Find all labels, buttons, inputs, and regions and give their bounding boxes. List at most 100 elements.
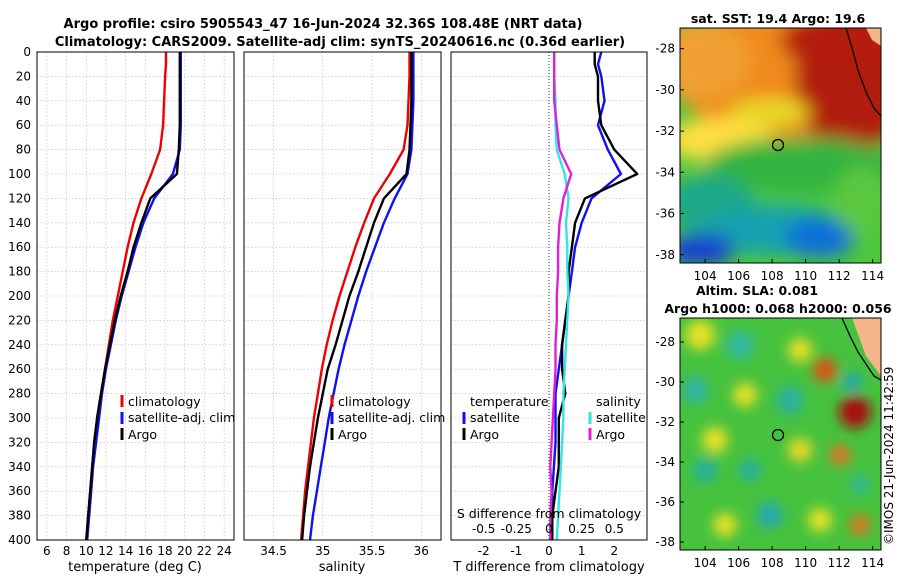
lon-tick-label: 106: [727, 269, 750, 283]
difference-lines: [549, 52, 639, 540]
depth-tick-label: 60: [16, 118, 31, 132]
temperature-lines: [85, 52, 183, 540]
legend-label-climatology: climatology: [128, 394, 201, 409]
depth-tick-label: 200: [8, 289, 31, 303]
salinity-grid: [244, 51, 441, 541]
x-tick-label: 20: [177, 544, 192, 558]
x-tick-label: 14: [118, 544, 133, 558]
sst-field: [680, 28, 881, 263]
t-difference-xlabel: T difference from climatology: [452, 560, 645, 575]
imos-watermark: ©IMOS 21-Jun-2024 11:42:59: [882, 367, 896, 545]
sla-map-title-2: Argo h1000: 0.068 h2000: 0.056: [664, 301, 892, 316]
s-tick-label: 0.5: [605, 522, 624, 536]
legend-label-s-argo: Argo: [596, 427, 625, 442]
salinity-legend: climatology satellite-adj. clim Argo: [330, 394, 445, 442]
depth-tick-label: 220: [8, 313, 31, 327]
lat-tick-label: -36: [655, 495, 675, 509]
x-tick-label: 0: [545, 544, 553, 558]
sst-lon-tick-labels: 104 106 108 110 112 114: [694, 259, 884, 283]
legend-title-salinity: salinity: [596, 394, 641, 409]
depth-tick-labels: 0 20 40 60 80 100 120 140 160 180 200 220 240 260 280 3…: [8, 45, 31, 547]
lat-tick-label: -38: [655, 248, 675, 262]
legend-label-climatology: climatology: [338, 394, 411, 409]
difference-panel: -2 -1 0 1 2 -0.5 -0.25 0 0.25 0.5 S difference f…: [450, 51, 648, 575]
lat-tick-label: -30: [655, 83, 675, 97]
sla-map-frame: [679, 317, 882, 551]
lat-tick-label: -38: [655, 535, 675, 549]
legend-label-t-argo: Argo: [470, 427, 499, 442]
depth-tick-label: 320: [8, 435, 31, 449]
lon-tick-label: 106: [727, 556, 750, 570]
sst-map-panel: sat. SST: 19.4 Argo: 19.6 104 10: [655, 11, 884, 283]
lat-tick-label: -32: [655, 124, 675, 138]
lon-tick-label: 104: [694, 556, 717, 570]
x-tick-label: 6: [43, 544, 51, 558]
difference-legend-salinity: salinity satellite Argo: [588, 394, 646, 442]
depth-tick-label: 180: [8, 265, 31, 279]
sst-lat-tick-labels: -28 -30 -32 -34 -36 -38: [655, 42, 684, 262]
lon-tick-label: 112: [828, 269, 851, 283]
depth-tick-label: 340: [8, 460, 31, 474]
x-tick-label: 34.5: [260, 544, 287, 558]
lat-tick-label: -28: [655, 335, 675, 349]
depth-tick-label: 240: [8, 338, 31, 352]
x-tick-label: -1: [510, 544, 522, 558]
series-line-s-argo: [549, 52, 573, 540]
lon-tick-label: 112: [828, 556, 851, 570]
depth-tick-label: 0: [23, 45, 31, 59]
x-tick-label: 35: [315, 544, 330, 558]
lon-tick-label: 108: [761, 556, 784, 570]
legend-label-s-satellite: satellite: [596, 410, 646, 425]
x-tick-label: 12: [98, 544, 113, 558]
x-tick-label: 36: [414, 544, 429, 558]
sla-coastline: [841, 318, 881, 381]
lon-tick-label: 104: [694, 269, 717, 283]
s-tick-label: 0.25: [568, 522, 595, 536]
sst-argo-marker: [771, 138, 785, 152]
depth-tick-label: 360: [8, 484, 31, 498]
x-tick-label: 22: [197, 544, 212, 558]
s-tick-label: 0: [545, 522, 553, 536]
temperature-legend: climatology satellite-adj. clim Argo: [120, 394, 235, 442]
lat-tick-label: -36: [655, 207, 675, 221]
x-tick-label: 35.5: [359, 544, 386, 558]
x-tick-label: -2: [478, 544, 490, 558]
lat-tick-label: -32: [655, 415, 675, 429]
sla-lon-tick-labels: 104 106 108 110 112 114: [694, 546, 884, 570]
lat-tick-label: -30: [655, 375, 675, 389]
legend-label-argo: Argo: [338, 427, 367, 442]
sst-coastline: [845, 28, 881, 117]
lat-tick-label: -34: [655, 455, 675, 469]
lon-tick-label: 110: [794, 269, 817, 283]
depth-tick-label: 300: [8, 411, 31, 425]
temperature-xlabel: temperature (deg C): [68, 560, 202, 575]
depth-tick-label: 400: [8, 533, 31, 547]
legend-label-t-satellite: satellite: [470, 410, 520, 425]
sst-map-frame: [679, 27, 882, 264]
t-difference-tick-labels: -2 -1 0 1 2: [478, 544, 618, 558]
depth-tick-label: 260: [8, 362, 31, 376]
sla-lat-tick-labels: -28 -30 -32 -34 -36 -38: [655, 335, 684, 549]
x-tick-label: 8: [63, 544, 71, 558]
lon-tick-label: 110: [794, 556, 817, 570]
sla-argo-marker: [771, 428, 785, 442]
sla-field: [682, 320, 871, 537]
legend-title-temperature: temperature: [470, 394, 549, 409]
title-line-1: Argo profile: csiro 5905543_47 16-Jun-20…: [64, 17, 583, 32]
s-difference-xlabel: S difference from climatology: [457, 506, 642, 521]
difference-legend-temperature: temperature satellite Argo: [462, 394, 549, 442]
temperature-panel: 0 20 40 60 80 100 120 140 160 180 200 220 240 260 280 3…: [8, 45, 235, 575]
depth-tick-label: 100: [8, 167, 31, 181]
lon-tick-label: 108: [761, 269, 784, 283]
salinity-panel: 34.5 35 35.5 36 salinity climatology satell…: [243, 51, 445, 575]
depth-tick-label: 20: [16, 69, 31, 83]
salinity-lines: [299, 52, 415, 540]
sla-land: [852, 318, 881, 376]
x-tick-label: 18: [157, 544, 172, 558]
salinity-tick-labels: 34.5 35 35.5 36: [260, 544, 429, 558]
depth-tick-label: 140: [8, 216, 31, 230]
s-tick-label: -0.25: [501, 522, 532, 536]
lon-tick-label: 114: [861, 269, 884, 283]
sla-map-title-1: Altim. SLA: 0.081: [696, 283, 818, 298]
